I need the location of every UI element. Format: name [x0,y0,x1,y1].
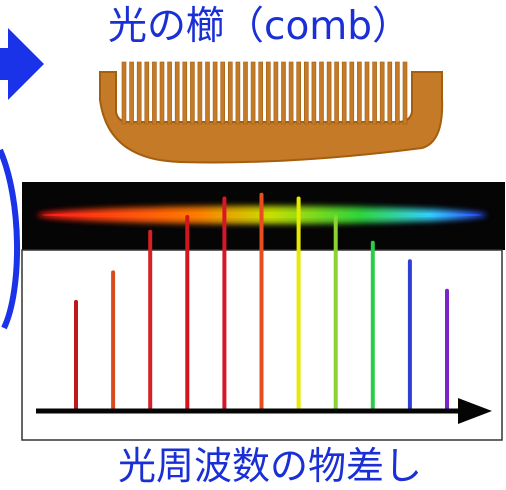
comb-tooth [357,61,362,125]
comb-tooth [364,61,370,125]
comb-tooth [136,61,142,125]
axis-caption: 光周波数の物差し [117,444,422,488]
comb-tooth [319,61,324,125]
comb-tooth [311,61,317,125]
comb-tooth [349,61,355,125]
comb-tooth [243,61,248,125]
comb-lines [74,192,449,411]
comb-tooth [326,61,332,125]
incoming-arrow-icon [0,28,44,100]
comb-tooth [152,61,157,125]
comb-tooth [372,61,377,125]
comb-tooth [387,61,393,125]
comb-tooth [288,61,294,125]
comb-tooth [129,61,134,125]
comb-tooth [303,61,309,125]
comb-tooth [182,61,188,125]
comb-tooth [212,61,218,125]
comb-icon [99,61,444,164]
comb-tooth [190,61,195,125]
comb-tooth [379,61,385,125]
blue-loop-arc [0,148,20,330]
comb-tooth [159,61,165,125]
comb-tooth [228,61,233,125]
comb-tooth [197,61,203,125]
comb-tooth [174,61,180,125]
page-title: 光の櫛（comb） [108,4,412,49]
comb-tooth [273,61,279,125]
comb-tooth [205,61,210,125]
comb-tooth [334,61,339,125]
comb-tooth [167,61,172,125]
comb-tooth [341,61,347,125]
comb-tooth [250,61,256,125]
comb-tooth [265,61,271,125]
frequency-axis-arrow [36,398,492,424]
comb-tooth [220,61,225,125]
comb-tooth [258,61,264,125]
comb-tooth [281,61,286,125]
comb-tooth [121,61,127,125]
comb-tooth [395,61,400,125]
comb-tooth [296,61,302,125]
comb-tooth [402,61,408,125]
comb-tooth [235,61,241,125]
comb-tooth [144,61,150,125]
